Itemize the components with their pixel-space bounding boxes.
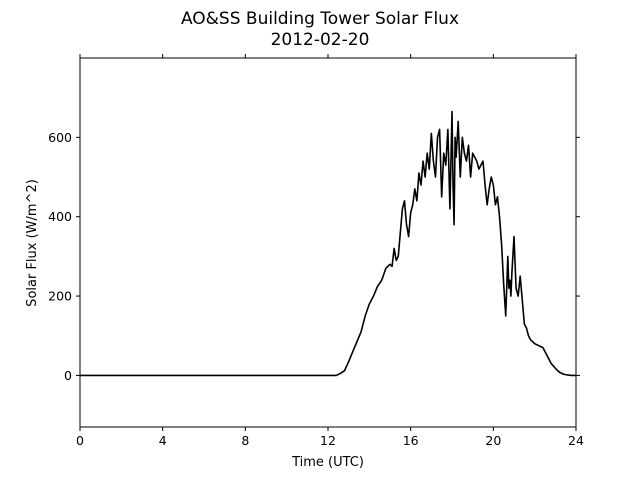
x-tick-label: 16 [403, 433, 419, 448]
axis-ticks [76, 54, 580, 431]
x-tick-label: 8 [241, 433, 249, 448]
x-tick-label: 20 [485, 433, 501, 448]
x-tick-label: 12 [320, 433, 336, 448]
tick-labels: 0 4 8 12 16 20 24 0 200 400 600 [48, 130, 584, 448]
x-axis-label: Time (UTC) [291, 455, 364, 470]
y-tick-label: 600 [48, 130, 72, 145]
chart-subtitle: 2012-02-20 [271, 30, 370, 50]
x-tick-label: 4 [159, 433, 167, 448]
y-tick-label: 200 [48, 289, 72, 304]
x-tick-label: 24 [568, 433, 584, 448]
y-tick-label: 400 [48, 209, 72, 224]
chart-title: AO&SS Building Tower Solar Flux [181, 9, 459, 29]
x-tick-label: 0 [76, 433, 84, 448]
y-tick-label: 0 [64, 368, 72, 383]
y-axis-label: Solar Flux (W/m^2) [25, 179, 40, 307]
solar-flux-series-line [80, 110, 576, 377]
